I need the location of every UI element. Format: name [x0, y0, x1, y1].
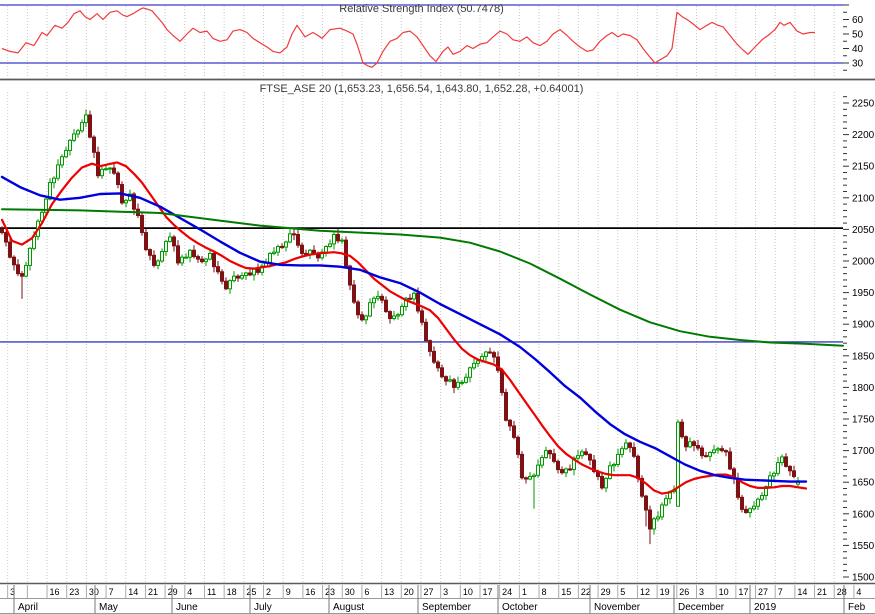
- svg-text:27: 27: [423, 587, 433, 597]
- svg-text:1750: 1750: [852, 415, 875, 426]
- svg-text:2000: 2000: [852, 257, 875, 268]
- svg-text:2150: 2150: [852, 162, 875, 173]
- svg-text:3: 3: [10, 587, 15, 597]
- svg-text:20: 20: [404, 587, 414, 597]
- svg-text:October: October: [502, 602, 538, 613]
- svg-text:7: 7: [778, 587, 783, 597]
- svg-text:26: 26: [679, 587, 689, 597]
- svg-text:7: 7: [109, 587, 114, 597]
- svg-text:1: 1: [522, 587, 527, 597]
- rsi-line: [1, 7, 815, 68]
- svg-text:1900: 1900: [852, 320, 875, 331]
- grid-lines: [7, 6, 835, 582]
- svg-text:15: 15: [561, 587, 571, 597]
- svg-text:2050: 2050: [852, 225, 875, 236]
- svg-text:21: 21: [148, 587, 158, 597]
- svg-text:30: 30: [89, 587, 99, 597]
- svg-text:1550: 1550: [852, 541, 875, 552]
- svg-text:April: April: [18, 602, 38, 613]
- svg-text:21: 21: [817, 587, 827, 597]
- svg-text:16: 16: [50, 587, 60, 597]
- svg-text:9: 9: [286, 587, 291, 597]
- svg-text:14: 14: [797, 587, 807, 597]
- svg-text:50: 50: [852, 30, 864, 41]
- pane-separators: [0, 78, 875, 585]
- price-y-axis: 2250 2200 2150 2100 2050 2000 1950 1900 1850 1800…: [843, 96, 875, 584]
- svg-text:18: 18: [227, 587, 237, 597]
- svg-text:1850: 1850: [852, 351, 875, 362]
- svg-text:17: 17: [738, 587, 748, 597]
- svg-text:17: 17: [483, 587, 493, 597]
- svg-text:August: August: [333, 602, 364, 613]
- svg-text:1500: 1500: [852, 573, 875, 584]
- svg-text:13: 13: [384, 587, 394, 597]
- ma-line-green: [1, 208, 844, 347]
- svg-text:11: 11: [207, 587, 216, 597]
- svg-text:23: 23: [69, 587, 79, 597]
- svg-text:2200: 2200: [852, 130, 875, 141]
- svg-text:30: 30: [345, 587, 355, 597]
- svg-text:December: December: [678, 602, 725, 613]
- rsi-level-lines: [0, 4, 843, 64]
- svg-text:16: 16: [305, 587, 315, 597]
- svg-text:24: 24: [502, 587, 512, 597]
- svg-text:60: 60: [852, 15, 864, 26]
- svg-text:2250: 2250: [852, 99, 875, 110]
- candles-layer: [0, 109, 800, 545]
- svg-text:2: 2: [266, 587, 271, 597]
- ma-line-red: [0, 161, 808, 495]
- svg-text:1650: 1650: [852, 478, 875, 489]
- svg-text:1800: 1800: [852, 383, 875, 394]
- svg-text:14: 14: [128, 587, 138, 597]
- svg-text:4: 4: [856, 587, 861, 597]
- svg-text:27: 27: [758, 587, 768, 597]
- svg-text:10: 10: [719, 587, 729, 597]
- svg-text:1700: 1700: [852, 446, 875, 457]
- svg-text:1950: 1950: [852, 288, 875, 299]
- svg-text:November: November: [594, 602, 641, 613]
- svg-text:4: 4: [187, 587, 192, 597]
- rsi-y-axis: 60 50 40 30: [843, 4, 864, 71]
- svg-text:6: 6: [364, 587, 369, 597]
- svg-text:19: 19: [660, 587, 670, 597]
- svg-text:12: 12: [640, 587, 650, 597]
- svg-text:28: 28: [837, 587, 847, 597]
- svg-text:June: June: [176, 602, 198, 613]
- svg-text:3: 3: [443, 587, 448, 597]
- svg-text:May: May: [99, 602, 118, 613]
- svg-text:8: 8: [542, 587, 547, 597]
- svg-text:29: 29: [168, 587, 178, 597]
- svg-text:1600: 1600: [852, 509, 875, 520]
- svg-text:23: 23: [325, 587, 335, 597]
- svg-text:5: 5: [620, 587, 625, 597]
- svg-text:25: 25: [246, 587, 256, 597]
- svg-text:Feb: Feb: [848, 602, 866, 613]
- svg-text:40: 40: [852, 44, 864, 55]
- ma-line-blue: [0, 175, 808, 483]
- svg-text:3: 3: [699, 587, 704, 597]
- svg-text:29: 29: [601, 587, 611, 597]
- svg-text:10: 10: [463, 587, 473, 597]
- svg-text:September: September: [422, 602, 472, 613]
- svg-text:July: July: [254, 602, 272, 613]
- svg-text:30: 30: [852, 59, 864, 70]
- svg-text:2100: 2100: [852, 193, 875, 204]
- svg-text:22: 22: [581, 587, 591, 597]
- svg-text:2019: 2019: [754, 602, 777, 613]
